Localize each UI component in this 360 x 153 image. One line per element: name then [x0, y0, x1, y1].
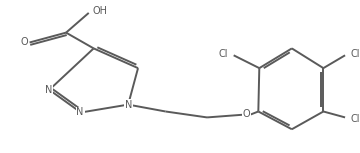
Text: N: N: [76, 108, 84, 118]
Text: N: N: [125, 100, 132, 110]
Text: Cl: Cl: [219, 49, 228, 59]
Text: N: N: [45, 85, 52, 95]
Text: OH: OH: [93, 6, 108, 16]
Text: O: O: [21, 37, 28, 47]
Text: Cl: Cl: [350, 49, 360, 59]
Text: Cl: Cl: [350, 114, 360, 124]
Text: O: O: [243, 109, 250, 119]
